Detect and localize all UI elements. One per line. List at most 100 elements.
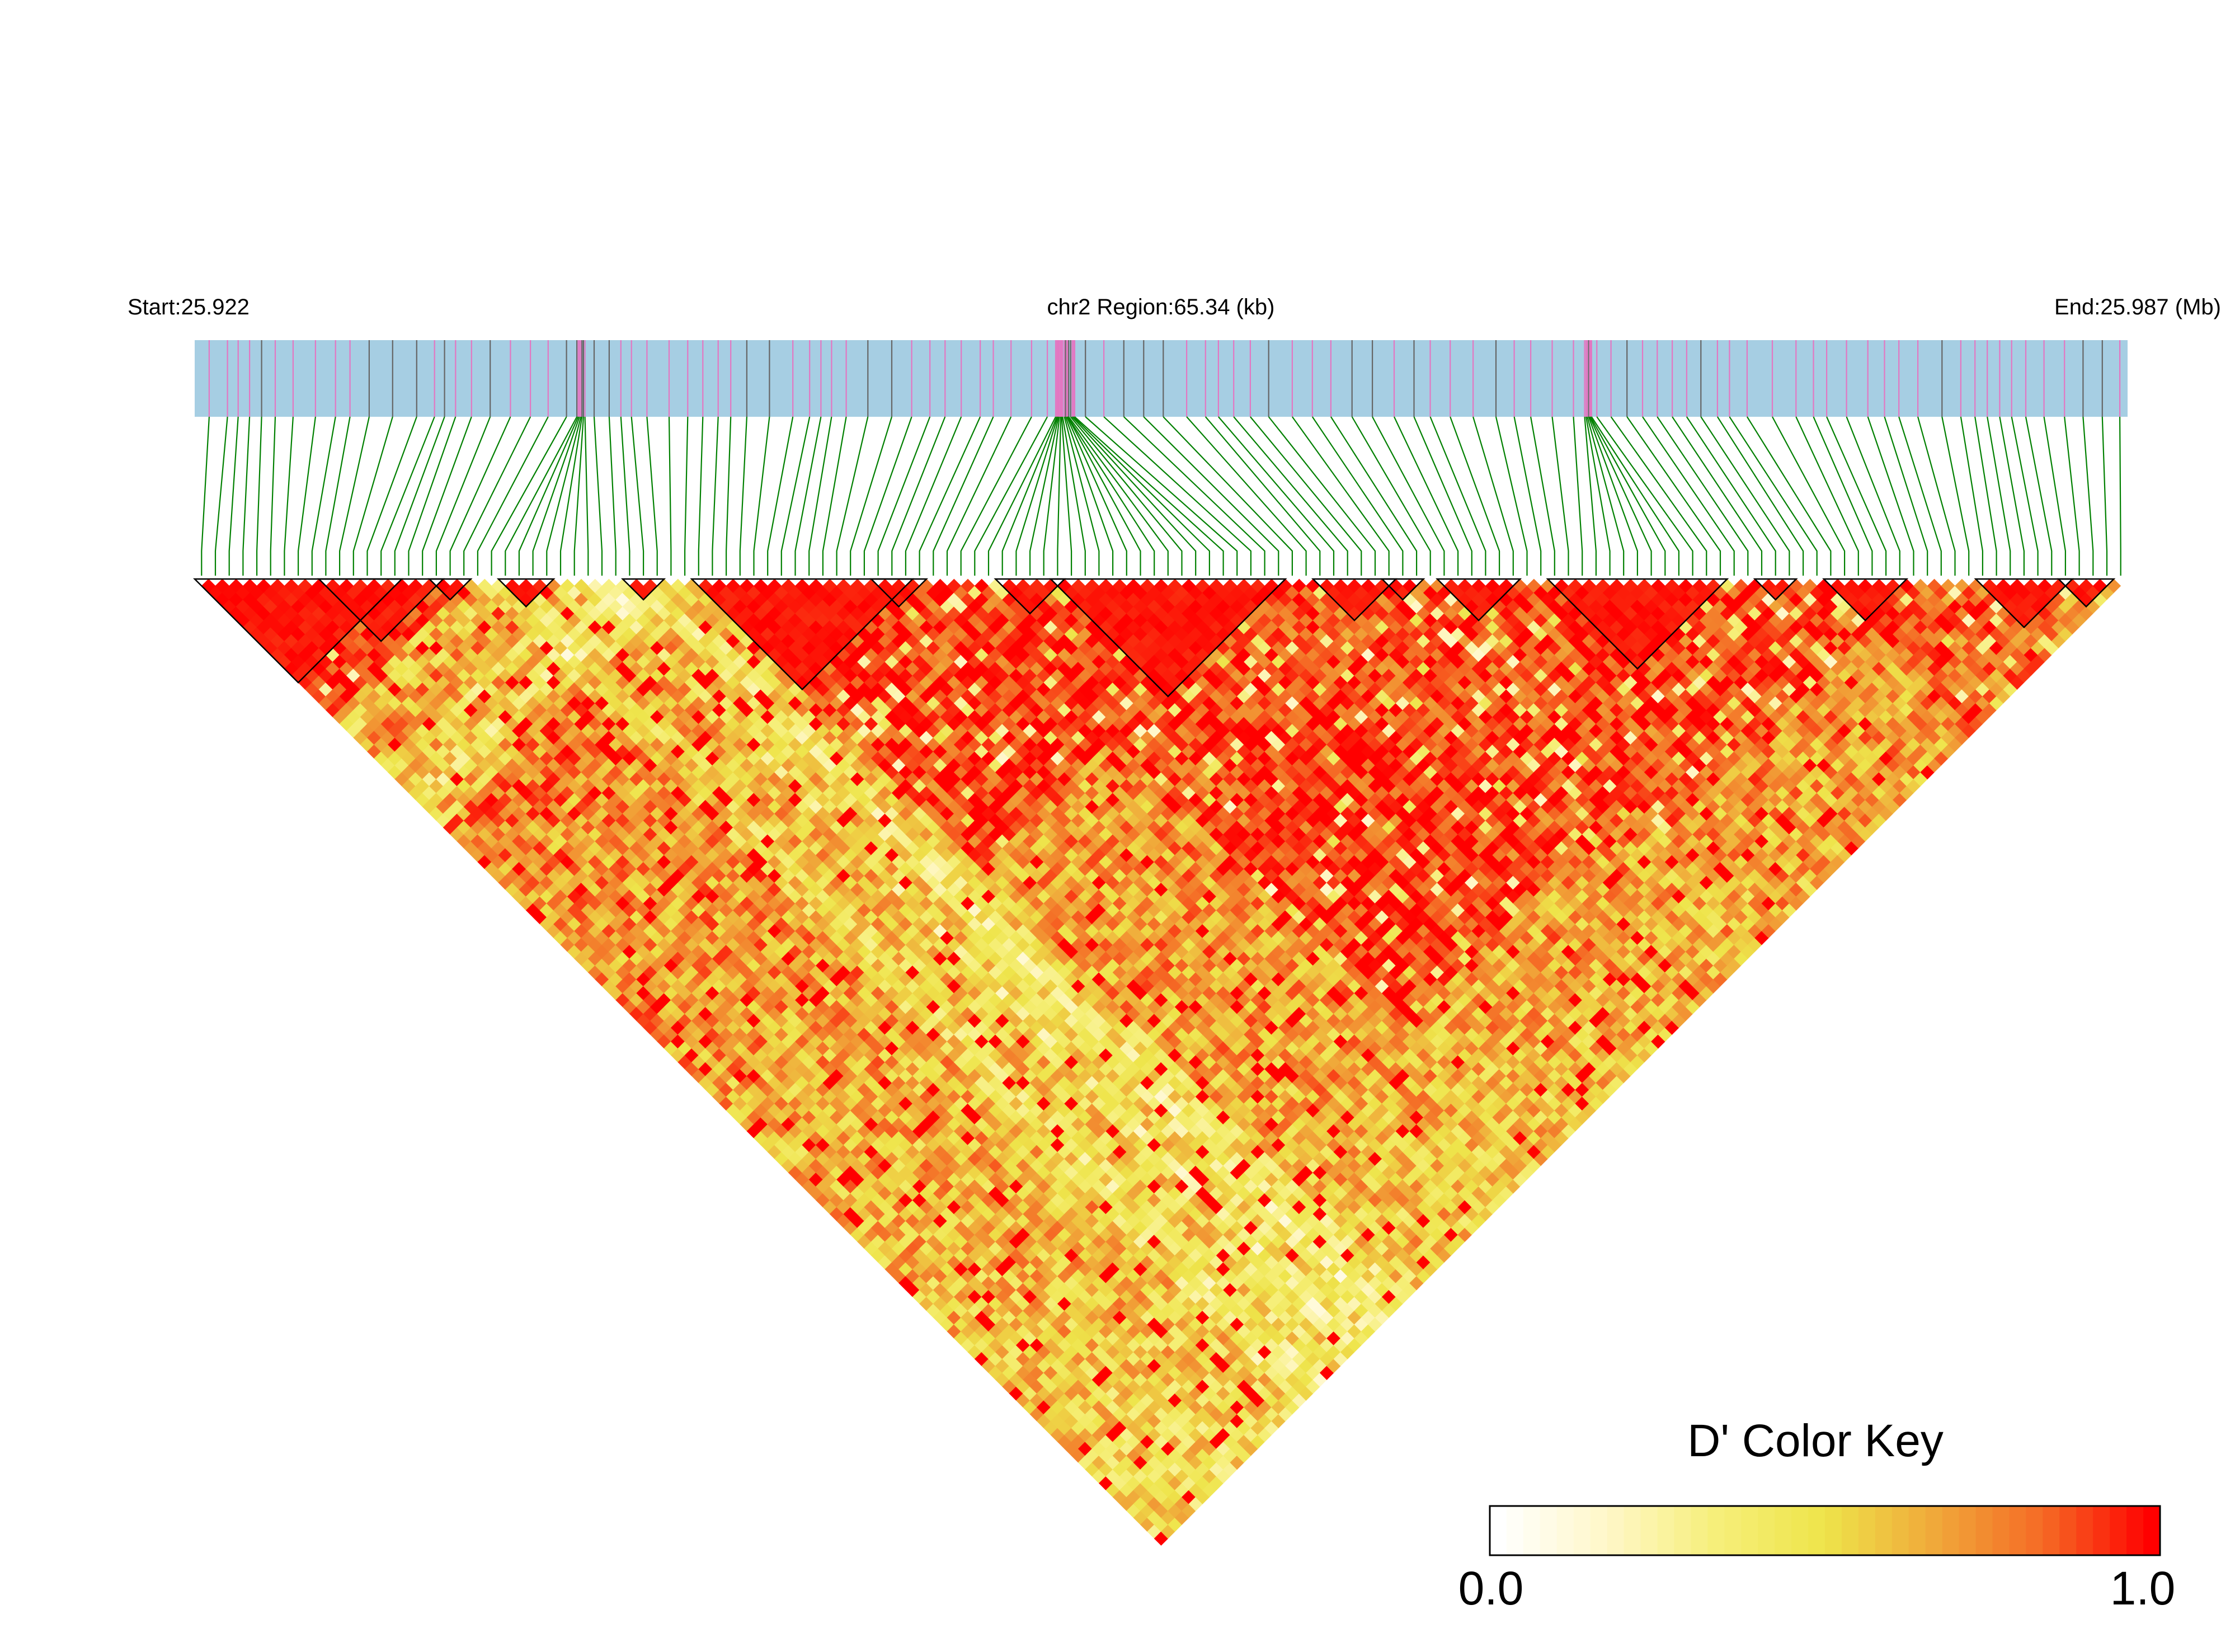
snp-connector <box>584 416 589 576</box>
snp-connector <box>491 416 567 576</box>
snp-connector <box>1846 416 1900 576</box>
snp-connector <box>1610 416 1707 576</box>
snp-connector <box>1573 416 1583 576</box>
snp-connector <box>1065 416 1114 576</box>
snp-connector <box>2064 416 2080 576</box>
snp-connector <box>1372 416 1445 576</box>
snp-connector <box>2011 416 2039 576</box>
snp-connector <box>546 416 582 576</box>
snp-connector <box>518 416 579 576</box>
snp-connector <box>1716 416 1804 576</box>
snp-connector <box>905 416 962 576</box>
snp-connector <box>919 416 981 576</box>
snp-connector <box>1987 416 2011 576</box>
ld-heatmap-cells <box>201 578 2121 1546</box>
snp-connector <box>1001 416 1058 576</box>
snp-connector <box>712 416 719 576</box>
snp-connector <box>228 416 239 576</box>
snp-connector <box>1587 416 1625 576</box>
snp-connector <box>808 416 832 576</box>
snp-connector <box>726 416 732 576</box>
snp-connector <box>850 416 893 576</box>
snp-connector <box>974 416 1048 576</box>
snp-connector <box>1250 416 1362 576</box>
snp-connector <box>2043 416 2066 576</box>
snp-connector <box>1085 416 1238 576</box>
snp-connector <box>960 416 1032 576</box>
snp-connector <box>780 416 811 576</box>
snp-connector <box>1062 416 1086 576</box>
snp-connector <box>946 416 1012 576</box>
snp-tick-marks <box>208 340 2121 417</box>
snp-connector <box>822 416 847 576</box>
snp-connector <box>1218 416 1335 576</box>
snp-connector <box>877 416 931 576</box>
snp-connector <box>646 416 658 576</box>
snp-connector <box>1429 416 1486 576</box>
snp-connector <box>1700 416 1790 576</box>
snp-connector <box>270 416 276 576</box>
snp-connector <box>1330 416 1418 576</box>
snp-connector <box>1585 416 1611 576</box>
snp-connector <box>298 416 316 576</box>
region-start-label: Start:25.922 <box>128 295 250 319</box>
snp-connector <box>1626 416 1721 576</box>
snp-connector <box>1043 416 1060 576</box>
snp-connector <box>559 416 583 576</box>
snp-connector <box>836 416 869 576</box>
snp-connector <box>449 416 511 576</box>
snp-connector <box>1029 416 1060 576</box>
snp-connector <box>1867 416 1914 576</box>
snp-connector <box>1186 416 1307 576</box>
snp-connector-lines <box>201 416 2121 576</box>
snp-connector <box>352 416 393 576</box>
snp-connector <box>1064 416 1100 576</box>
snp-connector <box>1351 416 1431 576</box>
snp-connector <box>630 416 644 576</box>
snp-connector <box>256 416 262 576</box>
snp-connector <box>1729 416 1818 576</box>
snp-position-track <box>195 340 2128 417</box>
snp-connector <box>1999 416 2025 576</box>
snp-connector <box>1941 416 1970 576</box>
snp-connector <box>1233 416 1348 576</box>
snp-connector <box>1642 416 1735 576</box>
snp-connector <box>1450 416 1500 576</box>
snp-connector <box>1513 416 1542 576</box>
snp-connector <box>1067 416 1155 576</box>
region-end-label: End:25.987 (Mb) <box>2054 295 2221 319</box>
snp-connector <box>573 416 584 576</box>
snp-connector <box>1589 416 1666 576</box>
snp-connector <box>284 416 294 576</box>
snp-connector <box>1057 416 1062 576</box>
snp-connector <box>1066 416 1127 576</box>
snp-connector <box>608 416 617 576</box>
snp-connector <box>1074 416 1224 576</box>
snp-connector <box>1974 416 1997 576</box>
snp-connector <box>1204 416 1321 576</box>
snp-connector <box>987 416 1056 576</box>
snp-connector <box>593 416 603 576</box>
snp-connector <box>1672 416 1763 576</box>
snp-connector <box>1103 416 1251 576</box>
snp-connector <box>408 416 457 576</box>
snp-connector <box>422 416 472 576</box>
snp-connector <box>698 416 704 576</box>
snp-connector <box>684 416 689 576</box>
snp-connector <box>1311 416 1404 576</box>
snp-connector <box>201 416 210 576</box>
snp-connector <box>1472 416 1514 576</box>
snp-connector <box>394 416 445 576</box>
snp-connector <box>1143 416 1279 576</box>
snp-connector <box>1772 416 1846 576</box>
snp-connector <box>1070 416 1183 576</box>
snp-connector <box>1394 416 1459 576</box>
snp-connector <box>753 416 770 576</box>
snp-connector <box>1067 416 1141 576</box>
snp-connector <box>242 416 251 576</box>
snp-connector <box>767 416 794 576</box>
snp-connector <box>339 416 370 576</box>
snp-connector <box>1746 416 1832 576</box>
snp-connector <box>1551 416 1569 576</box>
